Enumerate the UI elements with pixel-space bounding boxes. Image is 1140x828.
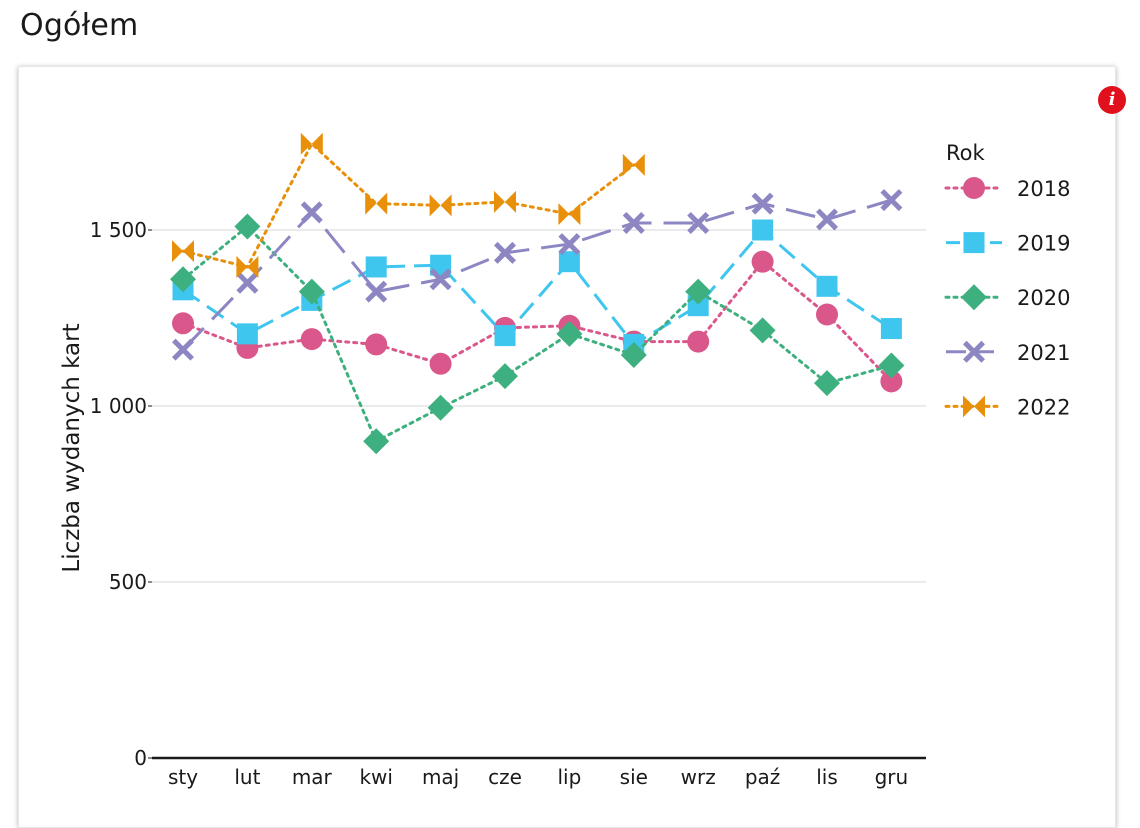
y-tick-label: 1 500 bbox=[90, 218, 147, 242]
data-point[interactable] bbox=[814, 370, 840, 397]
data-point[interactable] bbox=[556, 320, 583, 347]
legend-label: 2021 bbox=[1017, 341, 1070, 365]
data-point[interactable] bbox=[749, 317, 776, 344]
series-line bbox=[181, 198, 892, 351]
legend-title: Rok bbox=[946, 141, 985, 165]
series-2018 bbox=[172, 250, 903, 393]
grid-lines bbox=[152, 229, 926, 583]
data-point[interactable] bbox=[880, 318, 902, 340]
data-point[interactable] bbox=[236, 255, 259, 278]
data-point[interactable] bbox=[880, 189, 903, 212]
data-point[interactable] bbox=[816, 208, 838, 231]
y-axis-label: Liczba wydanych kart bbox=[59, 323, 85, 572]
x-tick-label: wrz bbox=[681, 765, 716, 789]
info-icon[interactable]: i bbox=[1098, 86, 1126, 114]
data-point[interactable] bbox=[298, 278, 325, 305]
legend-label: 2022 bbox=[1017, 395, 1070, 419]
x-tick-label: kwi bbox=[359, 765, 393, 789]
legend-item-2018[interactable]: 2018 bbox=[944, 177, 1070, 201]
data-point[interactable] bbox=[172, 312, 194, 335]
series-2020 bbox=[170, 213, 905, 455]
data-point[interactable] bbox=[558, 251, 580, 273]
data-point[interactable] bbox=[558, 233, 581, 256]
x-tick-label: cze bbox=[488, 765, 522, 789]
data-point[interactable] bbox=[427, 394, 454, 421]
data-point[interactable] bbox=[236, 323, 258, 345]
data-point[interactable] bbox=[365, 333, 388, 356]
data-point[interactable] bbox=[687, 330, 710, 353]
legend-label: 2019 bbox=[1017, 232, 1070, 256]
data-point[interactable] bbox=[234, 213, 261, 240]
data-point[interactable] bbox=[172, 240, 194, 263]
data-point[interactable] bbox=[687, 295, 709, 317]
data-point[interactable] bbox=[752, 219, 774, 241]
data-point[interactable] bbox=[558, 203, 581, 226]
legend-label: 2020 bbox=[1017, 286, 1070, 310]
data-point[interactable] bbox=[880, 370, 903, 393]
legend-marker bbox=[961, 284, 987, 311]
data-point[interactable] bbox=[236, 271, 259, 294]
x-tick-label: lis bbox=[816, 765, 838, 789]
x-tick-label: paź bbox=[745, 765, 780, 789]
data-point[interactable] bbox=[363, 428, 390, 455]
data-point[interactable] bbox=[365, 192, 388, 215]
data-point[interactable] bbox=[751, 250, 774, 273]
data-point[interactable] bbox=[300, 328, 323, 351]
data-point[interactable] bbox=[494, 190, 516, 213]
data-point[interactable] bbox=[300, 132, 323, 155]
data-point[interactable] bbox=[170, 266, 196, 293]
x-tick-label: gru bbox=[875, 765, 909, 789]
legend: Rok 2018 2019 2020 2021 2022 bbox=[944, 141, 1070, 419]
chart-card bbox=[18, 66, 1116, 828]
legend-marker bbox=[963, 177, 985, 199]
data-point[interactable] bbox=[816, 303, 838, 326]
x-tick-label: sty bbox=[168, 765, 198, 789]
legend-item-2022[interactable]: 2022 bbox=[944, 395, 1070, 419]
legend-marker bbox=[963, 395, 985, 418]
data-point[interactable] bbox=[365, 256, 387, 278]
series-line bbox=[181, 141, 636, 269]
page-title: Ogółem bbox=[20, 8, 139, 43]
data-point[interactable] bbox=[494, 325, 516, 347]
y-tick-label: 500 bbox=[109, 570, 147, 594]
data-point[interactable] bbox=[878, 352, 905, 379]
series-2022 bbox=[172, 132, 645, 278]
data-point[interactable] bbox=[365, 280, 388, 303]
data-point[interactable] bbox=[685, 278, 712, 305]
legend-label: 2018 bbox=[1017, 177, 1070, 201]
data-point[interactable] bbox=[622, 211, 645, 234]
series-line bbox=[181, 224, 893, 444]
legend-marker bbox=[963, 340, 985, 363]
series-group bbox=[170, 132, 905, 455]
data-point[interactable] bbox=[816, 275, 838, 297]
x-axis: sty lut mar kwi maj cze lip sie wrz paź lis gru bbox=[152, 756, 926, 789]
y-tick-label: 1 000 bbox=[90, 394, 147, 418]
data-point[interactable] bbox=[429, 194, 452, 217]
data-point[interactable] bbox=[492, 363, 518, 390]
series-line bbox=[181, 259, 893, 383]
x-tick-label: sie bbox=[620, 765, 648, 789]
data-point[interactable] bbox=[751, 192, 774, 215]
data-point[interactable] bbox=[622, 153, 645, 176]
series-2019 bbox=[172, 219, 902, 355]
y-axis: 0 500 1 000 1 500 bbox=[90, 218, 152, 770]
legend-marker bbox=[963, 232, 985, 254]
x-tick-label: lip bbox=[557, 765, 581, 789]
data-point[interactable] bbox=[429, 352, 452, 375]
y-tick-label: 0 bbox=[134, 746, 147, 770]
data-point[interactable] bbox=[300, 201, 323, 224]
legend-item-2019[interactable]: 2019 bbox=[946, 232, 1070, 256]
line-chart: 0 500 1 000 1 500 sty lut mar kwi maj cze lip sie w… bbox=[59, 132, 1070, 789]
data-point[interactable] bbox=[429, 268, 452, 291]
series-2021 bbox=[172, 189, 903, 361]
data-point[interactable] bbox=[687, 211, 710, 234]
data-point[interactable] bbox=[620, 341, 647, 368]
legend-item-2020[interactable]: 2020 bbox=[944, 284, 1070, 311]
data-point[interactable] bbox=[494, 241, 516, 264]
x-tick-label: maj bbox=[422, 765, 459, 789]
x-tick-label: mar bbox=[292, 765, 333, 789]
x-tick-label: lut bbox=[234, 765, 260, 789]
legend-item-2021[interactable]: 2021 bbox=[946, 340, 1070, 365]
data-point[interactable] bbox=[172, 338, 194, 361]
